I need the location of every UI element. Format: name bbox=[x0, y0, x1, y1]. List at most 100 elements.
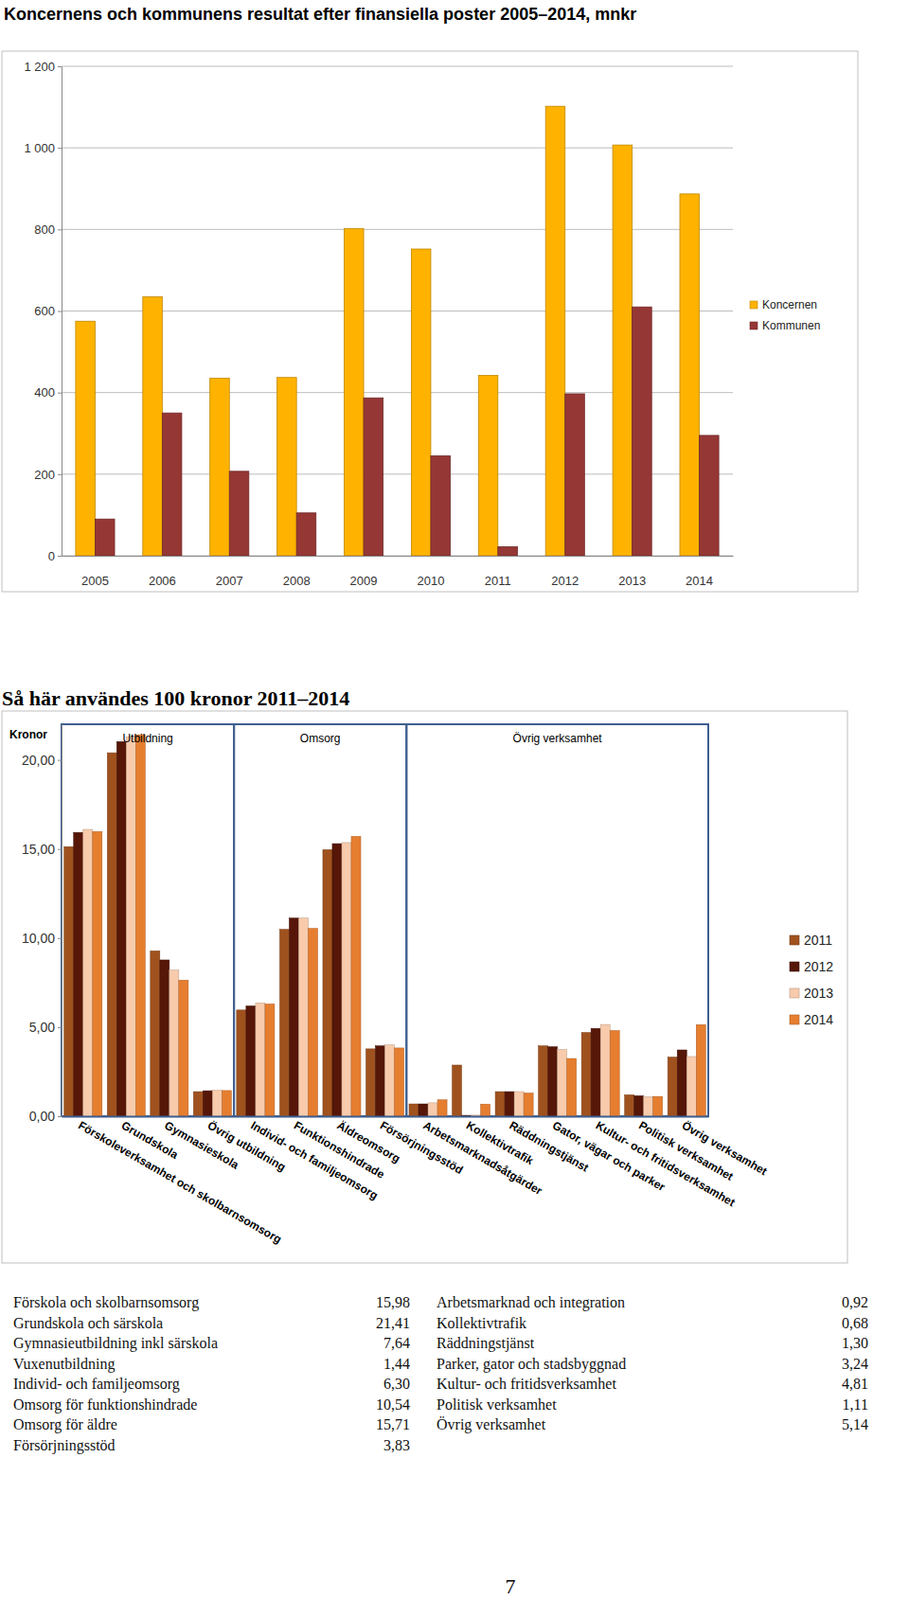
chart bbox=[1, 711, 848, 1264]
x-axis: 2005200620072008200920102011201220132014 bbox=[62, 555, 734, 589]
table-label: Politisk verksamhet bbox=[436, 1396, 557, 1413]
bar bbox=[116, 741, 126, 1117]
bar bbox=[481, 1104, 491, 1117]
bar bbox=[265, 1003, 275, 1117]
x-tick-label: Kultur- och fritidsverksamhet bbox=[593, 1118, 738, 1210]
bar bbox=[437, 1100, 447, 1117]
y-tick-mark bbox=[57, 760, 62, 762]
bar bbox=[307, 928, 318, 1117]
x-tick-label: 2013 bbox=[618, 573, 646, 589]
bar bbox=[106, 752, 117, 1117]
bar bbox=[212, 1090, 222, 1117]
x-tick-label: Räddningstjänst bbox=[507, 1118, 591, 1175]
y-tick-label: 10,00 bbox=[21, 930, 55, 946]
y-tick: 5,00 bbox=[29, 1019, 62, 1035]
table-label: Arbetsmarknad och integration bbox=[436, 1294, 625, 1312]
chart bbox=[1, 51, 858, 592]
bar bbox=[64, 846, 74, 1117]
bar bbox=[374, 1046, 385, 1117]
grid bbox=[61, 66, 733, 556]
series bbox=[64, 752, 678, 1117]
table-value: 7,64 bbox=[383, 1335, 410, 1352]
bar bbox=[92, 831, 103, 1117]
x-tick-label: 2011 bbox=[484, 573, 512, 589]
grid-line bbox=[61, 66, 733, 68]
group-box bbox=[406, 724, 709, 1117]
bar bbox=[394, 1048, 405, 1117]
bar bbox=[236, 1010, 247, 1117]
bar bbox=[667, 1057, 678, 1117]
bar bbox=[565, 393, 586, 556]
bar bbox=[643, 1096, 654, 1117]
y-axis: 02004006008001 0001 200 bbox=[23, 59, 62, 564]
bars bbox=[75, 106, 719, 556]
legend-label: 2014 bbox=[803, 1012, 834, 1028]
x-tick-label: 2007 bbox=[215, 573, 244, 589]
x-tick-label: 2012 bbox=[551, 573, 579, 589]
bar bbox=[246, 1006, 256, 1117]
bar bbox=[452, 1065, 463, 1117]
bar bbox=[385, 1045, 395, 1117]
legend-swatch bbox=[789, 962, 800, 972]
table-value: 1,30 bbox=[841, 1335, 869, 1352]
x-tick-label: Förskoleverksamhet och skolbarnsomsorg bbox=[75, 1118, 285, 1247]
bar bbox=[202, 1090, 213, 1117]
series bbox=[73, 741, 687, 1117]
x-tick-label: 2014 bbox=[685, 573, 713, 589]
y-tick-label: 1 000 bbox=[23, 141, 55, 156]
legend: KoncernenKommunen bbox=[749, 298, 820, 333]
table-value: 4,81 bbox=[841, 1375, 869, 1392]
table-label: Individ- och familjeomsorg bbox=[13, 1375, 180, 1393]
bar bbox=[351, 836, 361, 1117]
x-tick-label: 2009 bbox=[350, 573, 378, 589]
bar bbox=[210, 378, 231, 556]
chart-frame bbox=[1, 51, 858, 592]
bar bbox=[695, 1024, 706, 1117]
bar bbox=[418, 1104, 428, 1117]
group-label: Omsorg bbox=[300, 731, 341, 746]
table-value: 10,54 bbox=[375, 1396, 410, 1413]
chart-title: Så här användes 100 kronor 2011–2014 bbox=[1, 686, 350, 711]
series bbox=[94, 306, 719, 556]
bar bbox=[567, 1058, 577, 1117]
bar bbox=[169, 970, 179, 1117]
y-tick-label: 0,00 bbox=[29, 1108, 55, 1124]
x-tick: 2013 bbox=[618, 555, 646, 589]
legend-swatch bbox=[789, 1015, 800, 1025]
bar bbox=[609, 1030, 620, 1117]
y-tick-mark bbox=[57, 555, 62, 557]
bar bbox=[343, 228, 364, 556]
bar bbox=[409, 1104, 419, 1117]
bar bbox=[679, 194, 700, 556]
x-axis: Förskoleverksamhet och skolbarnsomsorgGr… bbox=[62, 1116, 771, 1247]
bar bbox=[653, 1096, 663, 1117]
bar bbox=[161, 412, 182, 556]
x-tick-label: 2005 bbox=[81, 573, 109, 589]
bar bbox=[135, 734, 145, 1117]
bar bbox=[548, 1047, 558, 1117]
y-axis: 0,00 5,00 10,00 15,00 20,00 bbox=[21, 725, 63, 1124]
x-tick: Kollektivtrafik bbox=[463, 1116, 536, 1168]
bar bbox=[75, 320, 96, 556]
table-value: 3,83 bbox=[383, 1437, 410, 1454]
table-label: Gymnasieutbildning inkl särskola bbox=[13, 1335, 218, 1353]
table-label: Omsorg för funktionshindrade bbox=[13, 1396, 197, 1414]
chart-title: Koncernens och kommunens resultat efter … bbox=[3, 4, 637, 24]
x-tick: 2007 bbox=[215, 555, 244, 589]
y-tick-label: 15,00 bbox=[21, 841, 55, 857]
table-value: 6,30 bbox=[383, 1375, 410, 1392]
y-tick-label: 20,00 bbox=[21, 752, 55, 768]
bar bbox=[150, 950, 161, 1117]
y-tick: 800 bbox=[34, 222, 62, 237]
y-tick: 600 bbox=[34, 303, 62, 319]
bar bbox=[83, 829, 93, 1117]
y-tick-label: 200 bbox=[34, 466, 55, 482]
table-label: Försörjningsstöd bbox=[13, 1437, 116, 1455]
y-tick: 10,00 bbox=[21, 930, 62, 946]
y-tick-label: 1 200 bbox=[23, 59, 55, 74]
x-tick: 2005 bbox=[81, 555, 109, 589]
bar bbox=[504, 1091, 515, 1117]
bar bbox=[193, 1091, 203, 1117]
bar bbox=[255, 1002, 266, 1117]
bar bbox=[296, 513, 317, 556]
